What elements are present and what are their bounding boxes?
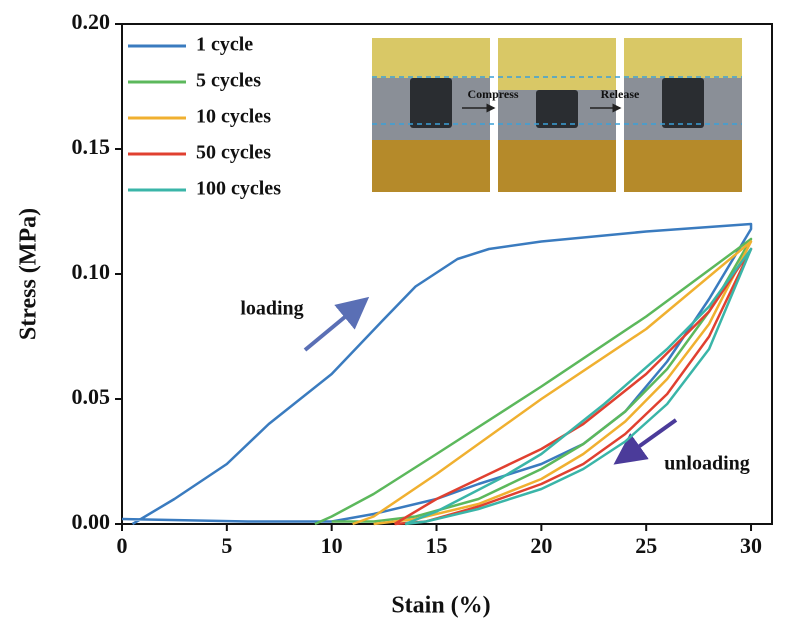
x-tick-label: 10 xyxy=(321,533,343,558)
y-tick-label: 0.05 xyxy=(72,384,111,409)
legend-label: 10 cycles xyxy=(196,106,271,128)
x-tick-label: 20 xyxy=(530,533,552,558)
x-axis-title: Stain (%) xyxy=(391,593,490,619)
inset-label: Release xyxy=(601,87,640,101)
y-tick-label: 0.20 xyxy=(72,9,111,34)
x-tick-label: 5 xyxy=(221,533,232,558)
inset-label: Compress xyxy=(467,87,518,101)
page: Compress Release loading unloading Stain… xyxy=(0,0,785,628)
y-axis-title: Stress (MPa) xyxy=(16,208,42,340)
legend-label: 1 cycle xyxy=(196,34,253,56)
series-line xyxy=(395,249,751,524)
chart: Compress Release loading unloading Stain… xyxy=(0,0,785,628)
x-tick-label: 15 xyxy=(426,533,448,558)
y-tick-label: 0.10 xyxy=(72,259,111,284)
series-line xyxy=(405,249,751,524)
x-tick-label: 30 xyxy=(740,533,762,558)
legend-label: 50 cycles xyxy=(196,142,271,164)
loading-arrow xyxy=(305,302,363,350)
annotation: loading xyxy=(240,298,303,320)
x-tick-label: 0 xyxy=(117,533,128,558)
legend-label: 5 cycles xyxy=(196,70,261,92)
inset-photo: Compress Release xyxy=(372,38,742,192)
y-tick-label: 0.00 xyxy=(72,509,111,534)
y-tick-label: 0.15 xyxy=(72,134,111,159)
x-tick-label: 25 xyxy=(635,533,657,558)
annotation: unloading xyxy=(664,453,750,475)
series-line xyxy=(122,224,751,524)
legend-label: 100 cycles xyxy=(196,178,281,200)
